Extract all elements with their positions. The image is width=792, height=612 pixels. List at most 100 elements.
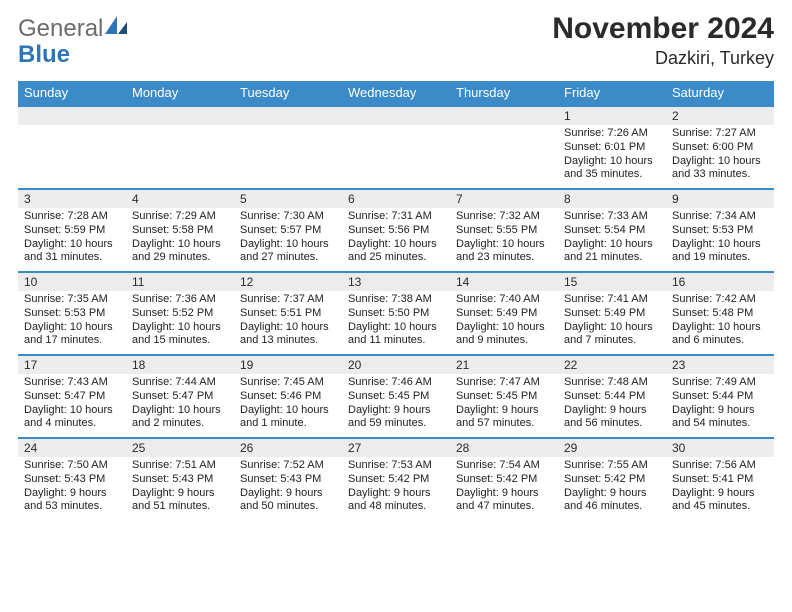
detail-line: Sunrise: 7:30 AM: [240, 210, 336, 224]
detail-line: Sunset: 5:43 PM: [240, 473, 336, 487]
detail-line: Sunset: 5:44 PM: [672, 390, 768, 404]
day-number: 6: [342, 189, 450, 208]
day-detail: Sunrise: 7:29 AMSunset: 5:58 PMDaylight:…: [126, 208, 234, 272]
detail-line: Daylight: 10 hours and 11 minutes.: [348, 321, 444, 349]
detail-line: Sunset: 5:50 PM: [348, 307, 444, 321]
day-number: 9: [666, 189, 774, 208]
day-number: 27: [342, 438, 450, 457]
detail-line: Daylight: 10 hours and 35 minutes.: [564, 155, 660, 183]
detail-line: Daylight: 10 hours and 2 minutes.: [132, 404, 228, 432]
day-number: [234, 106, 342, 125]
detail-line: Sunrise: 7:34 AM: [672, 210, 768, 224]
day-number: [18, 106, 126, 125]
week-daynum-row: 12: [18, 106, 774, 125]
day-detail: Sunrise: 7:41 AMSunset: 5:49 PMDaylight:…: [558, 291, 666, 355]
detail-line: Daylight: 10 hours and 7 minutes.: [564, 321, 660, 349]
detail-line: Daylight: 10 hours and 31 minutes.: [24, 238, 120, 266]
detail-line: Sunset: 6:01 PM: [564, 141, 660, 155]
detail-line: Sunrise: 7:46 AM: [348, 376, 444, 390]
week-detail-row: Sunrise: 7:50 AM Sunset: 5:43 PM Daylight:…: [18, 457, 774, 521]
day-number: 2: [666, 106, 774, 125]
detail-line: Sunrise: 7:29 AM: [132, 210, 228, 224]
day-detail: Sunrise: 7:52 AMSunset: 5:43 PMDaylight:…: [234, 457, 342, 521]
calendar-day-headers: Sunday Monday Tuesday Wednesday Thursday…: [18, 81, 774, 106]
detail-line: Daylight: 10 hours and 4 minutes.: [24, 404, 120, 432]
day-number: 22: [558, 355, 666, 374]
detail-line: Sunset: 5:55 PM: [456, 224, 552, 238]
detail-line: Daylight: 10 hours and 23 minutes.: [456, 238, 552, 266]
detail-line: Sunrise: 7:50 AM: [24, 459, 120, 473]
detail-line: Sunset: 5:41 PM: [672, 473, 768, 487]
day-detail: Sunrise: 7:32 AMSunset: 5:55 PMDaylight:…: [450, 208, 558, 272]
detail-line: Sunrise: 7:44 AM: [132, 376, 228, 390]
day-header: Wednesday: [342, 81, 450, 106]
detail-line: Sunrise: 7:41 AM: [564, 293, 660, 307]
detail-line: Daylight: 10 hours and 1 minute.: [240, 404, 336, 432]
day-detail: Sunrise: 7:36 AMSunset: 5:52 PMDaylight:…: [126, 291, 234, 355]
detail-line: Sunrise: 7:48 AM: [564, 376, 660, 390]
day-number: 4: [126, 189, 234, 208]
detail-line: Sunrise: 7:33 AM: [564, 210, 660, 224]
day-number: 21: [450, 355, 558, 374]
detail-line: Sunset: 5:47 PM: [24, 390, 120, 404]
day-number: 19: [234, 355, 342, 374]
week-daynum-row: 10111213141516: [18, 272, 774, 291]
detail-line: Sunset: 5:47 PM: [132, 390, 228, 404]
day-detail: [18, 125, 126, 189]
detail-line: Sunrise: 7:55 AM: [564, 459, 660, 473]
day-detail: Sunrise: 7:43 AMSunset: 5:47 PMDaylight:…: [18, 374, 126, 438]
brand-text: General Blue: [18, 14, 129, 69]
detail-line: Sunrise: 7:56 AM: [672, 459, 768, 473]
detail-line: Sunset: 5:51 PM: [240, 307, 336, 321]
day-header: Saturday: [666, 81, 774, 106]
day-number: 11: [126, 272, 234, 291]
day-detail: Sunrise: 7:28 AMSunset: 5:59 PMDaylight:…: [18, 208, 126, 272]
week-daynum-row: 24252627282930: [18, 438, 774, 457]
week-daynum-row: 3456789: [18, 189, 774, 208]
detail-line: Daylight: 9 hours and 48 minutes.: [348, 487, 444, 515]
detail-line: Sunrise: 7:54 AM: [456, 459, 552, 473]
day-detail: Sunrise: 7:44 AMSunset: 5:47 PMDaylight:…: [126, 374, 234, 438]
day-detail: Sunrise: 7:51 AMSunset: 5:43 PMDaylight:…: [126, 457, 234, 521]
detail-line: Daylight: 9 hours and 51 minutes.: [132, 487, 228, 515]
day-detail: [126, 125, 234, 189]
detail-line: Daylight: 9 hours and 57 minutes.: [456, 404, 552, 432]
day-number: 28: [450, 438, 558, 457]
day-number: [450, 106, 558, 125]
detail-line: Sunrise: 7:38 AM: [348, 293, 444, 307]
day-detail: Sunrise: 7:50 AMSunset: 5:43 PMDaylight:…: [18, 457, 126, 521]
day-detail: Sunrise: 7:30 AMSunset: 5:57 PMDaylight:…: [234, 208, 342, 272]
detail-line: Daylight: 10 hours and 21 minutes.: [564, 238, 660, 266]
detail-line: Sunset: 5:45 PM: [348, 390, 444, 404]
day-detail: Sunrise: 7:47 AMSunset: 5:45 PMDaylight:…: [450, 374, 558, 438]
detail-line: Daylight: 10 hours and 13 minutes.: [240, 321, 336, 349]
day-detail: Sunrise: 7:34 AMSunset: 5:53 PMDaylight:…: [666, 208, 774, 272]
day-number: 17: [18, 355, 126, 374]
detail-line: Sunset: 5:49 PM: [456, 307, 552, 321]
title-block: November 2024 Dazkiri, Turkey: [552, 14, 774, 69]
detail-line: Daylight: 9 hours and 56 minutes.: [564, 404, 660, 432]
detail-line: Sunset: 5:44 PM: [564, 390, 660, 404]
day-header: Thursday: [450, 81, 558, 106]
day-detail: Sunrise: 7:40 AMSunset: 5:49 PMDaylight:…: [450, 291, 558, 355]
detail-line: Daylight: 10 hours and 29 minutes.: [132, 238, 228, 266]
day-number: 5: [234, 189, 342, 208]
day-header: Monday: [126, 81, 234, 106]
detail-line: Daylight: 10 hours and 9 minutes.: [456, 321, 552, 349]
detail-line: Sunset: 5:42 PM: [456, 473, 552, 487]
day-number: 10: [18, 272, 126, 291]
day-number: [342, 106, 450, 125]
week-detail-row: Sunrise: 7:35 AMSunset: 5:53 PMDaylight:…: [18, 291, 774, 355]
detail-line: Sunset: 5:49 PM: [564, 307, 660, 321]
day-number: 29: [558, 438, 666, 457]
detail-line: Daylight: 9 hours and 53 minutes.: [24, 487, 120, 515]
calendar-table: Sunday Monday Tuesday Wednesday Thursday…: [18, 81, 774, 521]
detail-line: Daylight: 10 hours and 33 minutes.: [672, 155, 768, 183]
detail-line: Daylight: 10 hours and 25 minutes.: [348, 238, 444, 266]
detail-line: Sunrise: 7:28 AM: [24, 210, 120, 224]
detail-line: Sunrise: 7:40 AM: [456, 293, 552, 307]
calendar-body: 12Sunrise: 7:26 AMSunset: 6:01 PMDayligh…: [18, 106, 774, 521]
header: General Blue November 2024 Dazkiri, Turk…: [18, 14, 774, 69]
detail-line: Sunrise: 7:42 AM: [672, 293, 768, 307]
day-number: 13: [342, 272, 450, 291]
